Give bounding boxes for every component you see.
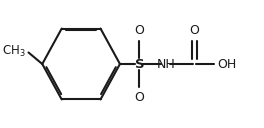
Text: O: O (135, 24, 144, 38)
Text: O: O (190, 24, 200, 38)
Text: S: S (135, 57, 144, 71)
Text: CH$_3$: CH$_3$ (2, 44, 26, 59)
Text: OH: OH (217, 57, 236, 71)
Text: O: O (135, 90, 144, 104)
Text: NH: NH (156, 57, 175, 71)
